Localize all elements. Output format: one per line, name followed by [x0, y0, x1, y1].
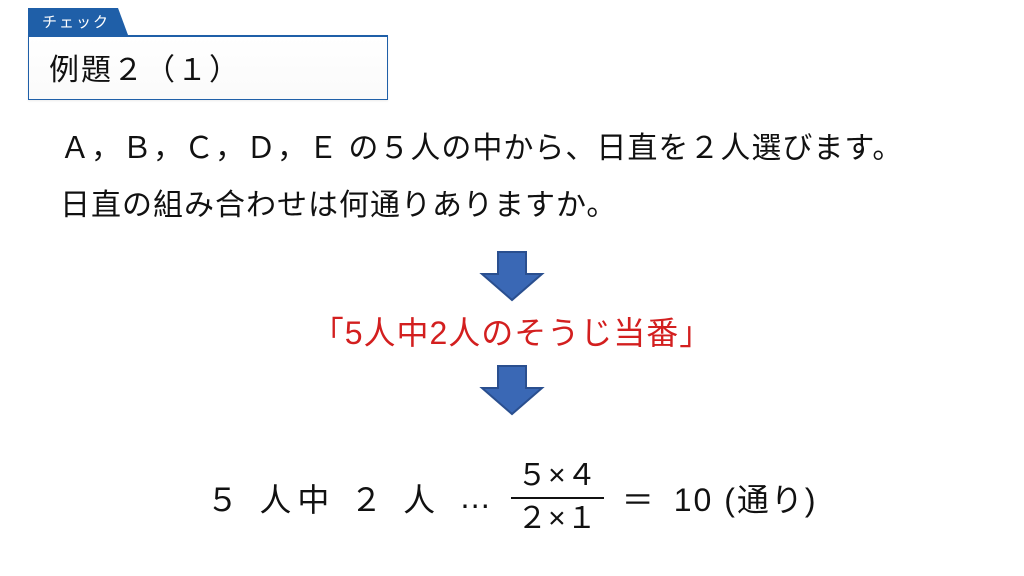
formula-numerator: ５×４ [511, 459, 604, 494]
arrow-down-icon [476, 362, 548, 418]
formula-row: ５ 人中 ２ 人 … ５×４ ２×１ ＝ 10 (通り) [0, 459, 1024, 536]
problem-line-2: 日直の組み合わせは何通りありますか。 [60, 177, 974, 234]
formula-equals: ＝ [622, 475, 656, 521]
check-tab: チェック [28, 8, 128, 35]
formula-fraction: ５×４ ２×１ [511, 459, 604, 536]
fraction-bar [511, 497, 604, 499]
formula-dots: … [459, 479, 493, 516]
formula-lead: ５ 人中 ２ 人 [206, 475, 441, 521]
hint-text: 「5人中2人のそうじ当番」 [0, 308, 1024, 354]
problem-line-1: Ａ，Ｂ，Ｃ，Ｄ，Ｅ の５人の中から、日直を２人選びます。 [60, 120, 974, 177]
formula-denominator: ２×１ [511, 502, 604, 537]
arrow-down-icon [476, 248, 548, 304]
problem-statement: Ａ，Ｂ，Ｃ，Ｄ，Ｅ の５人の中から、日直を２人選びます。 日直の組み合わせは何通… [60, 120, 974, 234]
formula-result: 10 (通り) [674, 475, 818, 521]
example-title: 例題２（１） [28, 35, 388, 100]
header: チェック 例題２（１） [28, 8, 388, 100]
center-block: 「5人中2人のそうじ当番」 [0, 240, 1024, 422]
